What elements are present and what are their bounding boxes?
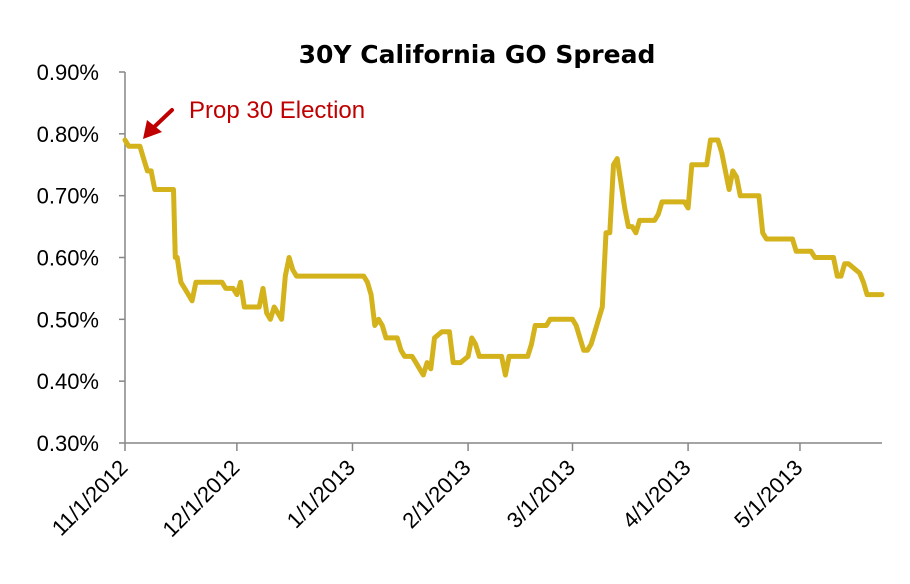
x-axis-ticks: 11/1/2012 12/1/2012 1/1/2013 2/1/2013 3/1/20… [47, 443, 807, 542]
y-tick-label: 0.50% [37, 307, 99, 332]
x-tick-label: 3/1/2013 [502, 455, 580, 533]
x-tick-label: 1/1/2013 [282, 455, 360, 533]
series-group [122, 137, 885, 378]
y-tick-label: 0.40% [37, 369, 99, 394]
y-tick-label: 0.60% [37, 246, 99, 271]
x-tick-label: 11/1/2012 [47, 455, 133, 541]
y-axis-ticks: 0.30% 0.40% 0.50% 0.60% 0.70% 0.80% 0.90% [37, 60, 125, 456]
annotation-group: Prop 30 Election [143, 97, 365, 139]
x-tick-label: 12/1/2012 [158, 455, 245, 542]
chart-title: 30Y California GO Spread [299, 40, 656, 69]
annotation-arrow-icon [143, 108, 174, 139]
annotation-label: Prop 30 Election [189, 97, 365, 124]
y-tick-label: 0.90% [37, 60, 99, 85]
y-tick-label: 0.80% [37, 122, 99, 147]
y-tick-label: 0.30% [37, 431, 99, 456]
x-tick-label: 2/1/2013 [397, 455, 475, 533]
series-line [122, 137, 885, 378]
chart-axes [124, 72, 882, 444]
y-tick-label: 0.70% [37, 184, 99, 209]
x-tick-label: 4/1/2013 [617, 455, 695, 533]
x-tick-label: 5/1/2013 [729, 455, 807, 533]
